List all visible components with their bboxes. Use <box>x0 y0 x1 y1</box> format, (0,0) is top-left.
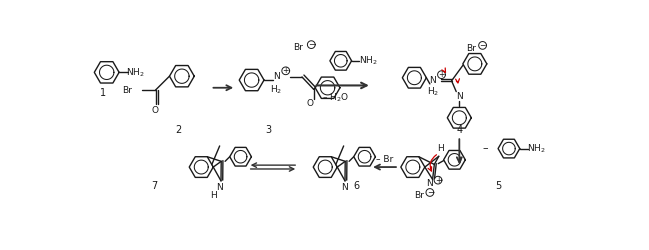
Text: +: + <box>438 70 445 79</box>
Text: 3: 3 <box>265 125 272 135</box>
Text: H: H <box>210 191 217 200</box>
Text: N: N <box>273 72 280 82</box>
Text: Br: Br <box>121 86 132 94</box>
Text: NH$_2$: NH$_2$ <box>527 142 545 155</box>
Text: Br: Br <box>466 44 476 53</box>
Text: O: O <box>151 106 158 115</box>
Text: N: N <box>341 183 348 192</box>
Text: −: − <box>308 40 315 49</box>
Text: −: − <box>480 41 485 50</box>
Text: 5: 5 <box>495 181 501 191</box>
Text: 4: 4 <box>456 125 462 135</box>
Text: Br: Br <box>414 191 424 200</box>
Text: –: – <box>483 143 489 153</box>
Text: – H$_2$O: – H$_2$O <box>322 92 349 104</box>
Text: H$_2$: H$_2$ <box>270 83 282 96</box>
Text: 2: 2 <box>175 125 181 135</box>
Text: H$_2$: H$_2$ <box>427 85 439 98</box>
Text: NH$_2$: NH$_2$ <box>126 66 145 78</box>
Text: N: N <box>426 180 433 188</box>
Text: +: + <box>435 176 441 185</box>
Text: N: N <box>216 182 223 192</box>
Text: N: N <box>456 92 463 101</box>
Text: NH$_2$: NH$_2$ <box>358 54 377 67</box>
Text: 1: 1 <box>100 88 106 98</box>
Text: N: N <box>430 76 436 85</box>
Text: Br: Br <box>293 43 303 52</box>
Text: O: O <box>306 99 313 108</box>
Text: 7: 7 <box>152 181 158 191</box>
Text: 6: 6 <box>353 181 360 191</box>
Text: −: − <box>426 188 433 197</box>
Text: H: H <box>437 144 444 153</box>
Text: +: + <box>282 66 289 75</box>
Text: – Br: – Br <box>376 155 393 164</box>
